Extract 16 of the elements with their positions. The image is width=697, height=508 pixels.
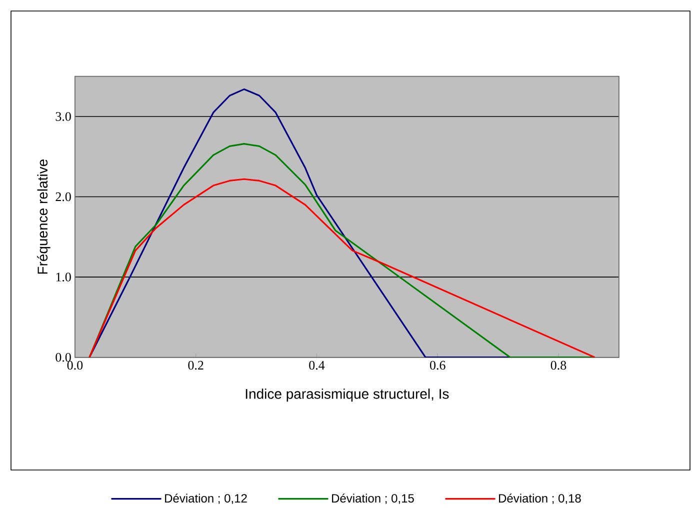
x-axis-title: Indice parasismique structurel, Is [246,388,449,402]
x-tick-label: 0.2 [188,360,204,370]
line-series [88,88,511,358]
x-tick-label: 0.8 [550,360,566,370]
x-tick-label: 0.0 [67,360,83,370]
y-tick-label: 0.0 [56,352,71,362]
y-tick-label: 1.0 [56,272,71,282]
y-axis-title: Fréquence relative [37,160,50,274]
legend-label: Déviation ; 0,12 [165,494,247,504]
y-tick-label: 2.0 [56,192,71,202]
legend-label: Déviation ; 0,15 [332,494,414,504]
x-tick-label: 0.6 [430,360,446,370]
line-series [88,178,596,358]
y-tick-label: 3.0 [56,112,71,121]
legend-label: Déviation ; 0,18 [499,494,581,504]
x-tick-label: 0.4 [309,360,325,370]
